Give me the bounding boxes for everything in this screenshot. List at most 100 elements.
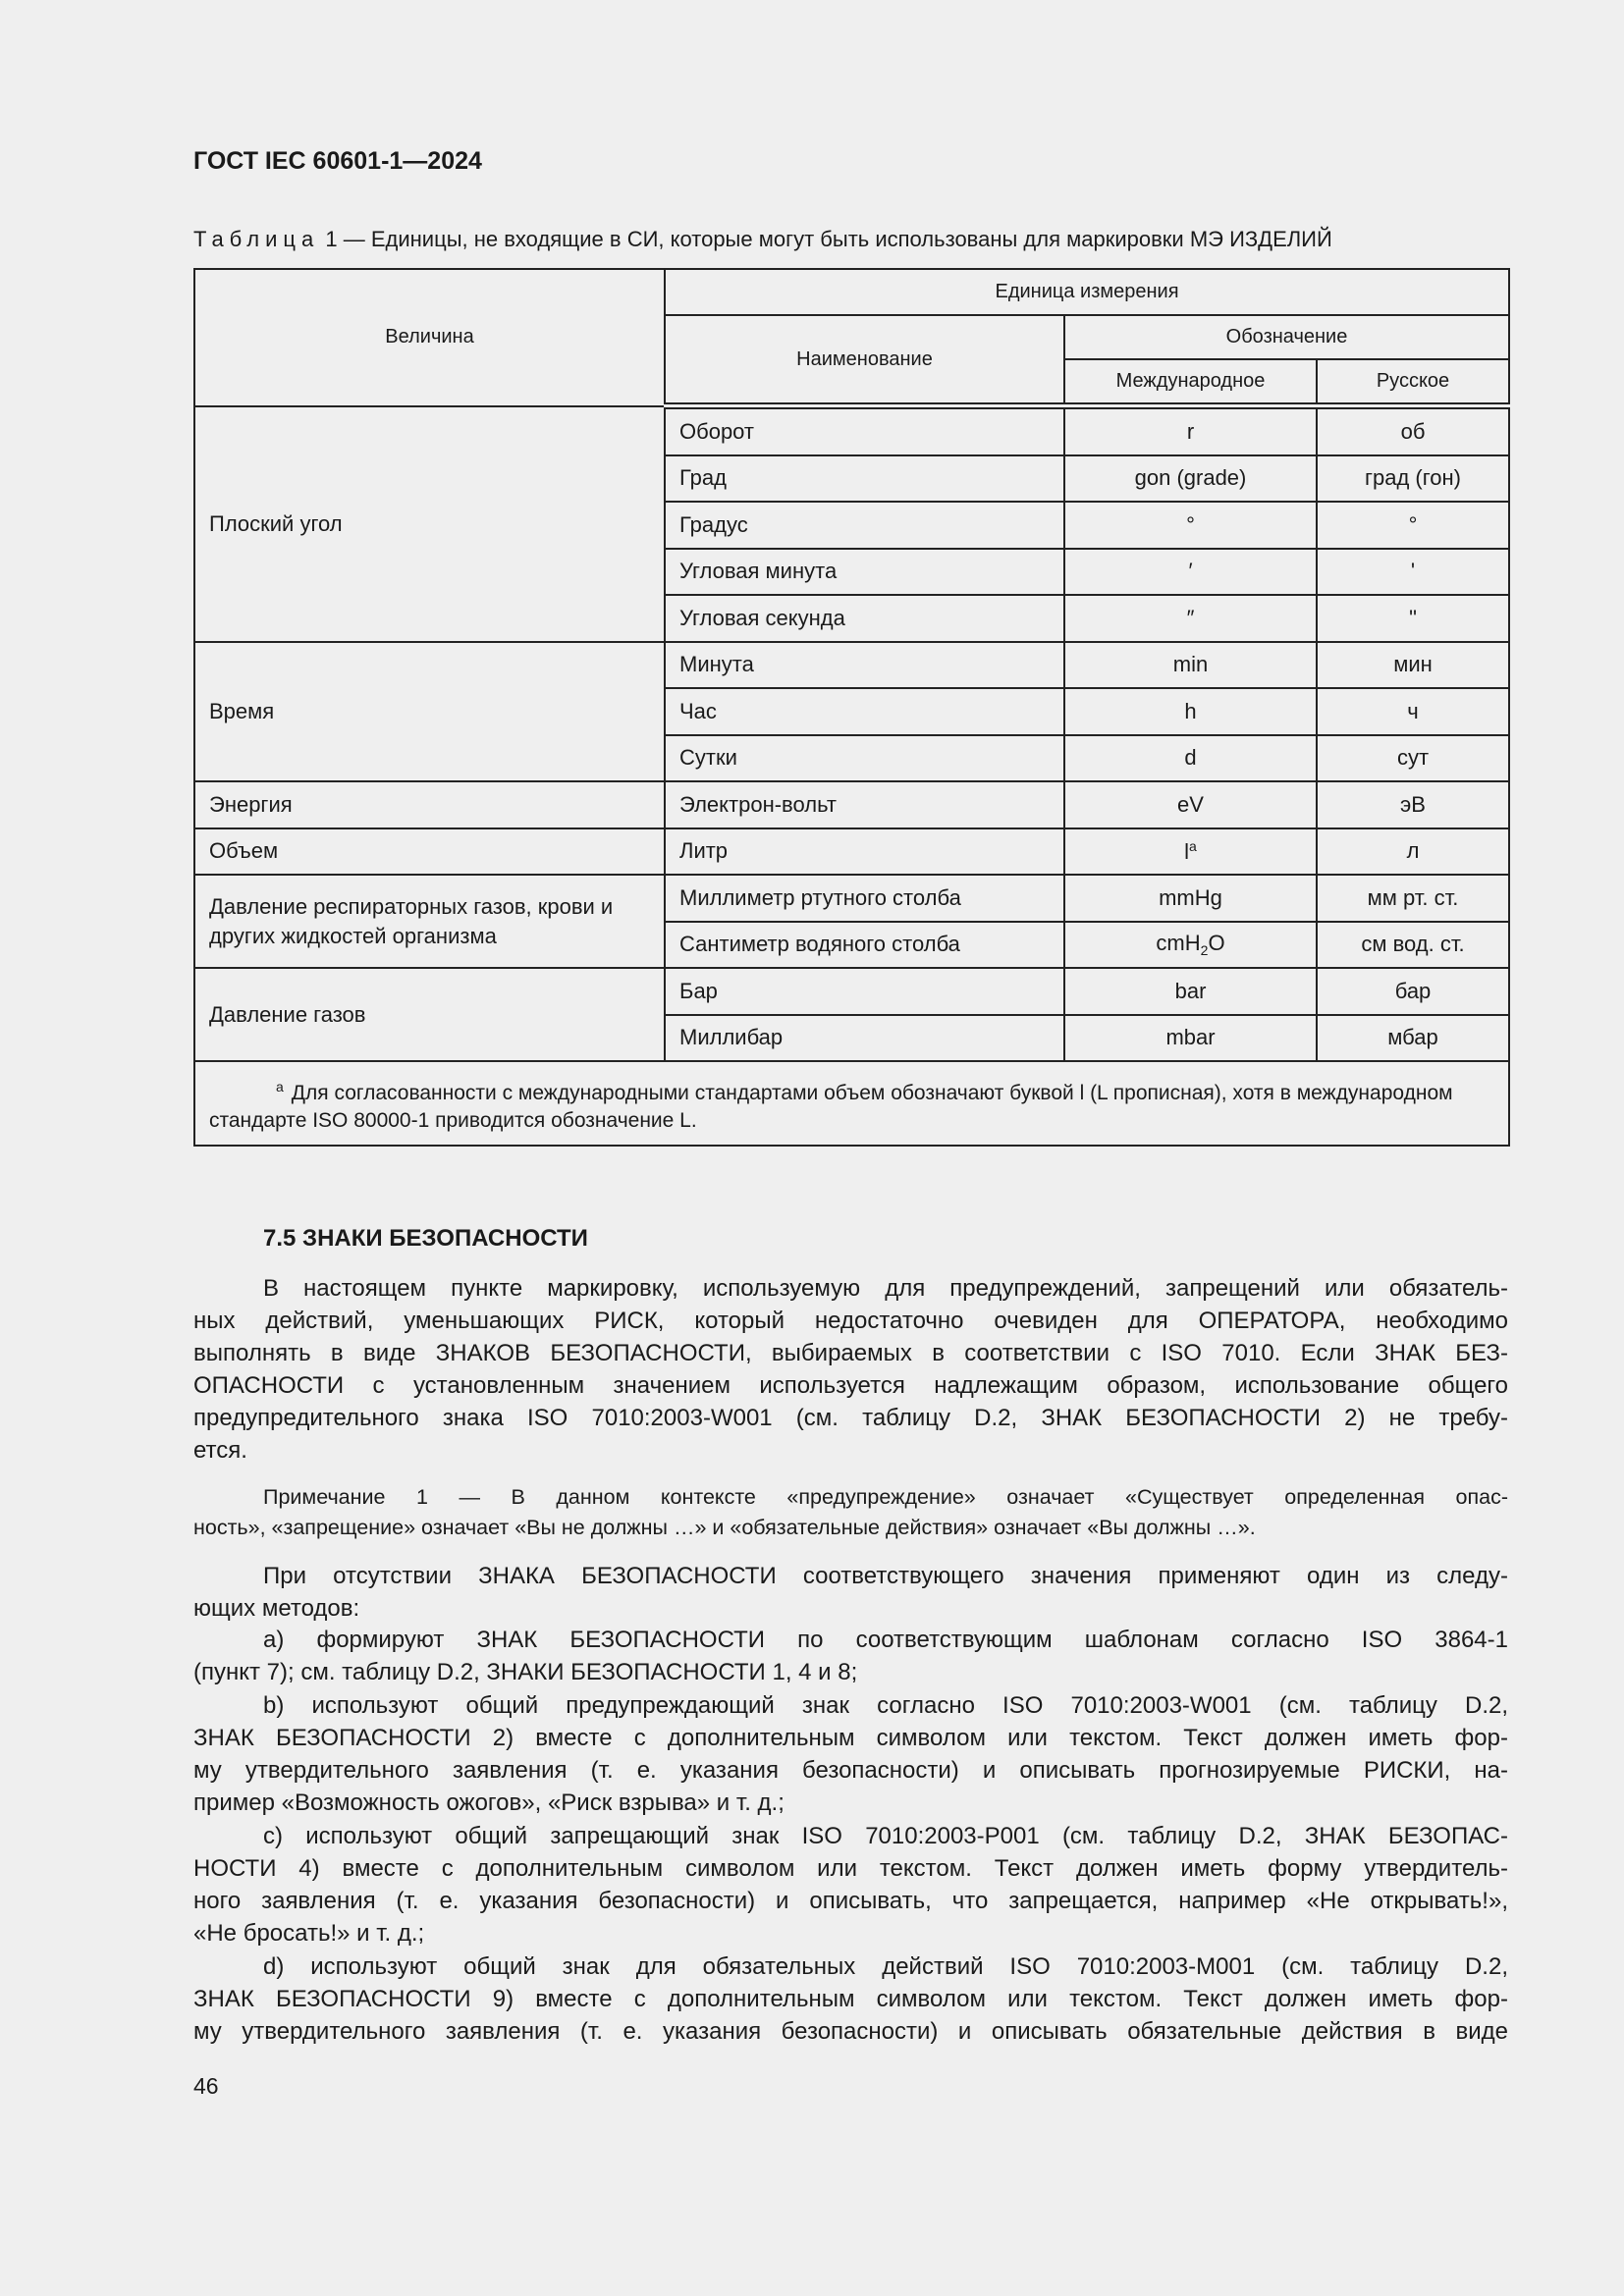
text-line: ется. bbox=[193, 1437, 247, 1464]
russian-symbol-cell: ' bbox=[1315, 547, 1511, 596]
text-line: b) используют общий предупреждающий знак… bbox=[263, 1692, 1508, 1719]
russian-symbol-cell: град (гон) bbox=[1315, 454, 1511, 503]
unit-name-cell: Электрон-вольт bbox=[664, 780, 1065, 829]
unit-name-cell: Час bbox=[664, 687, 1065, 736]
russian-symbol-cell: ° bbox=[1315, 501, 1511, 550]
unit-name-cell: Минута bbox=[664, 640, 1065, 689]
international-symbol: ° bbox=[1186, 511, 1195, 537]
table-row: Град gon (grade) град (гон) bbox=[194, 454, 1511, 503]
table-row: Объем Литр la л bbox=[193, 827, 1511, 876]
header-international: Международное bbox=[1063, 358, 1318, 409]
paragraph-intro: В настоящем пункте маркировку, используе… bbox=[193, 1272, 1508, 1467]
table-caption-label: Таблица bbox=[193, 227, 320, 251]
international-symbol: r bbox=[1186, 418, 1195, 444]
international-symbol-cell: ″ bbox=[1063, 594, 1318, 643]
quantity-cell: Давление газов bbox=[193, 967, 666, 1062]
international-symbol-tail: O bbox=[1208, 931, 1225, 956]
international-symbol-cell: ° bbox=[1063, 501, 1318, 550]
unit-name-cell: Град bbox=[664, 454, 1065, 503]
quantity-cell: Плоский угол bbox=[193, 404, 666, 643]
list-item-c: c) используют общий запрещающий знак ISO… bbox=[193, 1820, 1508, 1949]
international-symbol: min bbox=[1172, 652, 1209, 677]
table-header-row: Наименование Обозначение bbox=[194, 314, 1511, 409]
header-symbol: Обозначение bbox=[1062, 314, 1511, 360]
international-symbol: d bbox=[1184, 745, 1197, 771]
text-line: выполнять в виде ЗНАКОВ БЕЗОПАСНОСТИ, вы… bbox=[193, 1340, 1508, 1366]
russian-symbol-cell: мм рт. ст. bbox=[1315, 874, 1511, 923]
table-row: Сантиметр водяного столба cmH2O см вод. ст… bbox=[194, 920, 1511, 969]
international-symbol: ′ bbox=[1188, 559, 1193, 584]
text-line: В настоящем пункте маркировку, используе… bbox=[263, 1275, 1508, 1302]
table-row: Время Минута min мин bbox=[193, 640, 1511, 782]
list-item-a: а) формируют ЗНАК БЕЗОПАСНОСТИ по соотве… bbox=[193, 1624, 1508, 1688]
table-footnote: a Для согласованности с международными ст… bbox=[192, 1060, 1511, 1147]
unit-name-cell: Угловая секунда bbox=[664, 594, 1065, 643]
international-symbol: h bbox=[1184, 698, 1197, 723]
text-line: ОПАСНОСТИ с установленным значением испо… bbox=[193, 1372, 1508, 1399]
unit-name-cell: Литр bbox=[664, 827, 1065, 876]
text-line: му утвердительного заявления (т. е. указ… bbox=[193, 2018, 1508, 2045]
international-symbol-cell: mbar bbox=[1063, 1013, 1318, 1062]
international-symbol: mmHg bbox=[1159, 884, 1222, 910]
russian-symbol-cell: см вод. ст. bbox=[1315, 920, 1511, 969]
table-row: Миллибар mbar мбар bbox=[194, 1013, 1511, 1062]
table-caption: Таблица 1 — Единицы, не входящие в СИ, к… bbox=[193, 227, 1332, 252]
russian-symbol-cell: " bbox=[1315, 594, 1511, 643]
text-line: пример «Возможность ожогов», «Риск взрыв… bbox=[193, 1789, 785, 1816]
table-row: Угловая секунда ″ " bbox=[194, 594, 1511, 643]
international-symbol: cmH bbox=[1156, 931, 1201, 956]
header-name: Наименование bbox=[664, 314, 1065, 409]
text-line: ность», «запрещение» означает «Вы не дол… bbox=[193, 1516, 1256, 1539]
table-row: Час h ч bbox=[194, 687, 1511, 736]
units-table: Величина Единица измерения Наименование … bbox=[192, 268, 1511, 1147]
table-header-row: Величина Единица измерения bbox=[193, 268, 1511, 407]
header-quantity: Величина bbox=[193, 268, 666, 407]
international-symbol-cell: ′ bbox=[1063, 547, 1318, 596]
international-symbol-cell: r bbox=[1063, 404, 1318, 456]
footnote-mark: a bbox=[276, 1078, 284, 1095]
table-row: Энергия Электрон-вольт eV эВ bbox=[193, 780, 1511, 829]
text-line: а) формируют ЗНАК БЕЗОПАСНОСТИ по соотве… bbox=[263, 1627, 1508, 1653]
table-caption-text: 1 — Единицы, не входящие в СИ, которые м… bbox=[325, 227, 1332, 251]
table-row: Градус ° ° bbox=[194, 501, 1511, 550]
russian-symbol-cell: мбар bbox=[1315, 1013, 1511, 1062]
unit-name-cell: Сутки bbox=[664, 733, 1065, 782]
text-line: НОСТИ 4) вместе с дополнительным символо… bbox=[193, 1855, 1508, 1882]
international-symbol: gon (grade) bbox=[1134, 465, 1247, 491]
international-symbol-cell: min bbox=[1063, 640, 1318, 689]
text-line: ЗНАК БЕЗОПАСНОСТИ 9) вместе с дополнител… bbox=[193, 1986, 1508, 2012]
text-line: предупредительного знака ISO 7010:2003-W… bbox=[193, 1405, 1508, 1431]
unit-name-cell: Миллиметр ртутного столба bbox=[664, 874, 1065, 923]
text-line: При отсутствии ЗНАКА БЕЗОПАСНОСТИ соотве… bbox=[263, 1563, 1508, 1589]
text-line: Примечание 1 — В данном контексте «преду… bbox=[263, 1485, 1508, 1509]
russian-symbol-cell: сут bbox=[1315, 733, 1511, 782]
international-symbol: bar bbox=[1174, 978, 1207, 1003]
footnote-ref: a bbox=[1189, 837, 1197, 854]
quantity-cell: Давление респираторных газов, крови и др… bbox=[193, 874, 666, 969]
text-line: «Не бросать!» и т. д.; bbox=[193, 1920, 425, 1947]
international-symbol-cell: bar bbox=[1063, 967, 1318, 1016]
text-line: ЗНАК БЕЗОПАСНОСТИ 2) вместе с дополнител… bbox=[193, 1725, 1508, 1751]
text-line: (пункт 7); см. таблицу D.2, ЗНАКИ БЕЗОПА… bbox=[193, 1659, 858, 1685]
paragraph-methods: При отсутствии ЗНАКА БЕЗОПАСНОСТИ соотве… bbox=[193, 1560, 1508, 1625]
unit-name-cell: Угловая минута bbox=[664, 547, 1065, 596]
table-row: Давление респираторных газов, крови и др… bbox=[193, 874, 1511, 969]
subscript: 2 bbox=[1200, 942, 1209, 959]
table-footnote-row: a Для согласованности с международными ст… bbox=[192, 1060, 1511, 1147]
international-symbol: mbar bbox=[1165, 1025, 1216, 1050]
russian-symbol-cell: ч bbox=[1315, 687, 1511, 736]
list-item-d: d) используют общий знак для обязательны… bbox=[193, 1950, 1508, 2048]
quantity-cell: Объем bbox=[193, 827, 666, 876]
unit-name-cell: Бар bbox=[664, 967, 1065, 1016]
table-row: Угловая минута ′ ' bbox=[194, 547, 1511, 596]
list-item-b: b) используют общий предупреждающий знак… bbox=[193, 1689, 1508, 1819]
text-line: ных действий, уменьшающих РИСК, который … bbox=[193, 1308, 1508, 1334]
note-1: Примечание 1 — В данном контексте «преду… bbox=[193, 1482, 1508, 1543]
international-symbol-cell: gon (grade) bbox=[1063, 454, 1318, 503]
quantity-cell: Время bbox=[193, 640, 666, 782]
unit-name-cell: Миллибар bbox=[664, 1013, 1065, 1062]
text-line: c) используют общий запрещающий знак ISO… bbox=[263, 1823, 1508, 1849]
international-symbol: l bbox=[1184, 838, 1190, 864]
russian-symbol-cell: эВ bbox=[1315, 780, 1511, 829]
header-unit: Единица измерения bbox=[663, 268, 1511, 316]
